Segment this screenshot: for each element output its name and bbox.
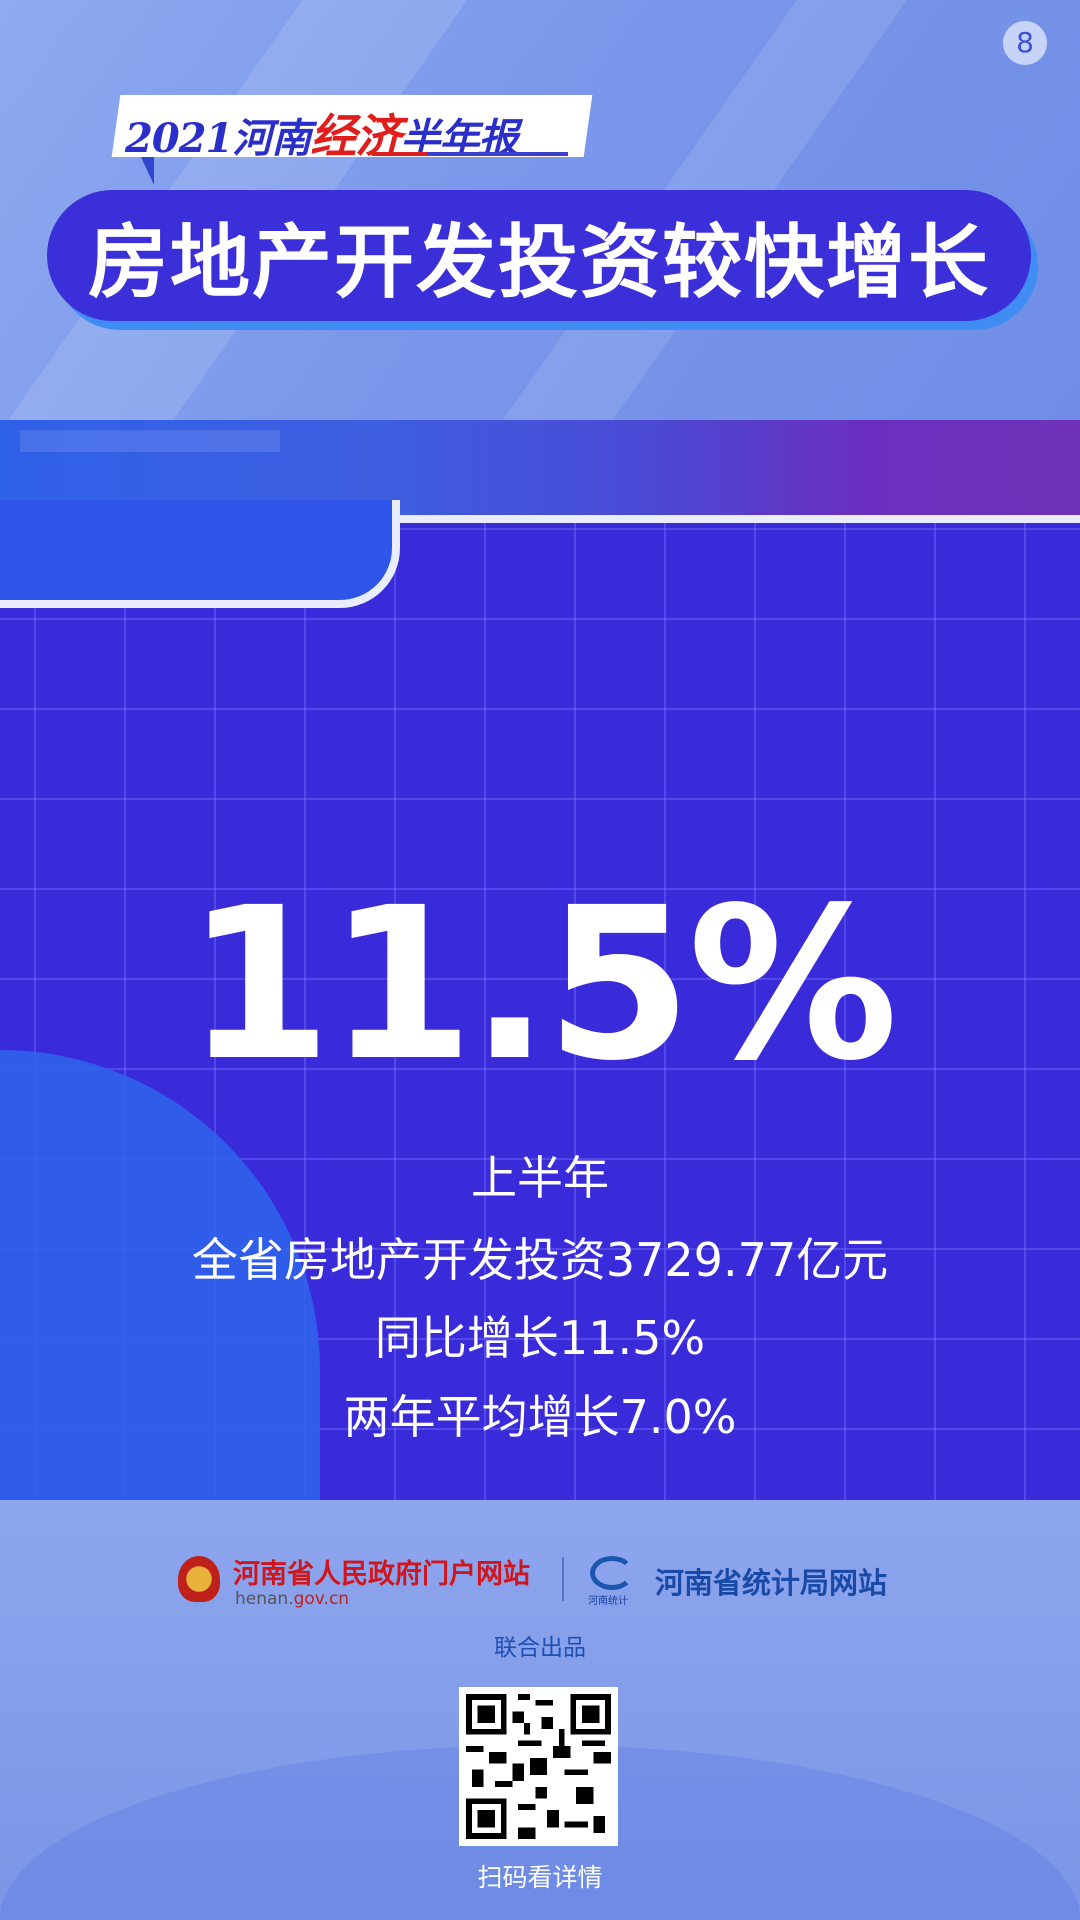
joint-production: 联合出品 bbox=[494, 1635, 586, 1661]
underline-red bbox=[372, 152, 427, 156]
headline-value: 11.5% bbox=[185, 862, 899, 1107]
stats-site-name[interactable]: 河南省统计局网站 bbox=[655, 1566, 888, 1600]
divider bbox=[562, 1557, 564, 1601]
grid-panel bbox=[0, 520, 1080, 1500]
stats-logo-caption: 河南统计 bbox=[588, 1596, 628, 1607]
gov-url-domain: gov.cn bbox=[293, 1589, 350, 1609]
underline bbox=[372, 152, 568, 156]
page-title: 房地产开发投资较快增长 bbox=[88, 215, 990, 309]
yoy-growth: 同比增长11.5% bbox=[374, 1311, 706, 1365]
decor-step bbox=[0, 500, 400, 608]
stats-logo-icon bbox=[590, 1556, 634, 1590]
series-title: 2021河南经济半年报 bbox=[125, 100, 518, 166]
title-pill: 房地产开发投资较快增长 bbox=[47, 190, 1031, 321]
period-label: 上半年 bbox=[471, 1151, 609, 1205]
scan-caption: 扫码看详情 bbox=[477, 1863, 603, 1892]
page-number-badge: 8 bbox=[1003, 21, 1047, 65]
decor-windows bbox=[20, 430, 280, 452]
series-prefix: 2021河南 bbox=[125, 115, 311, 162]
banner-flag bbox=[140, 155, 154, 185]
qr-code[interactable] bbox=[459, 1687, 618, 1846]
gov-site-name[interactable]: 河南省人民政府门户网站 bbox=[233, 1559, 530, 1590]
gov-url[interactable]: henan.gov.cn bbox=[235, 1589, 349, 1609]
investment-total: 全省房地产开发投资3729.77亿元 bbox=[191, 1233, 889, 1287]
qr-code-icon bbox=[466, 1694, 611, 1839]
gov-url-prefix: henan. bbox=[235, 1589, 294, 1609]
national-emblem-icon bbox=[178, 1556, 220, 1602]
two-year-growth: 两年平均增长7.0% bbox=[343, 1390, 737, 1444]
decor-line bbox=[392, 515, 1080, 523]
